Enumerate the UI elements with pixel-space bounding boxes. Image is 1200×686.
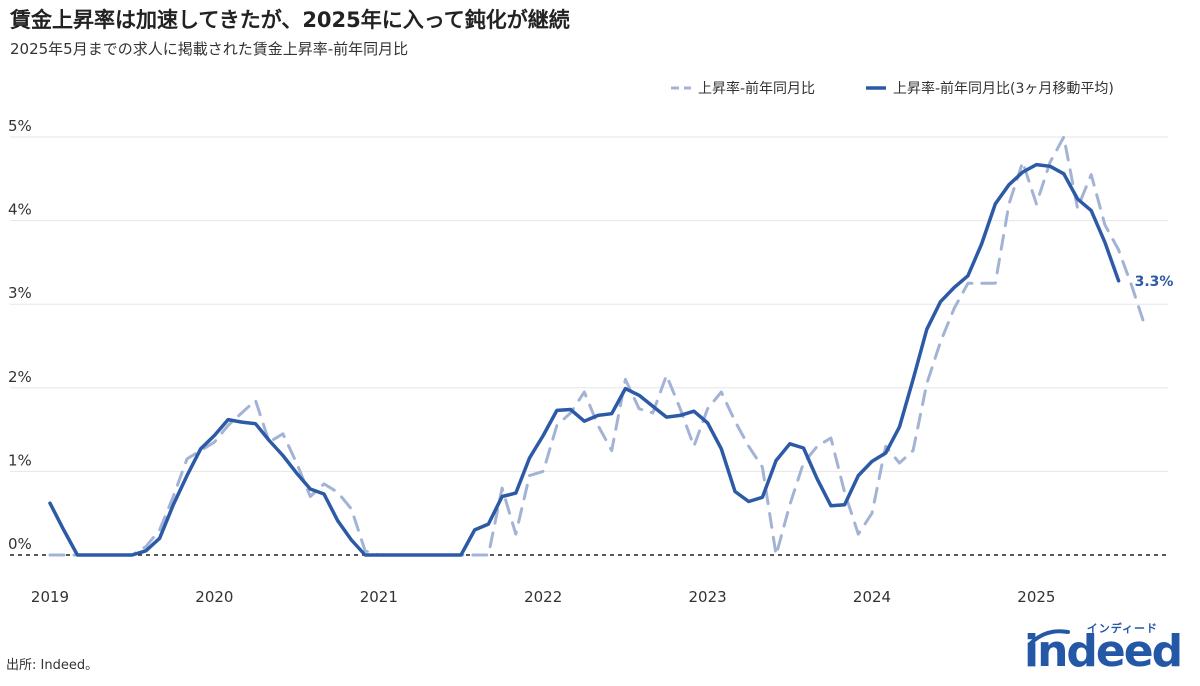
x-tick-label: 2025 (1017, 588, 1055, 606)
source-note: 出所: Indeed。 (6, 658, 99, 673)
x-tick-label: 2022 (524, 588, 562, 606)
y-tick-label: 5% (8, 117, 32, 135)
y-tick-label: 2% (8, 368, 32, 386)
x-tick-label: 2024 (853, 588, 891, 606)
series-line-3m-avg (48, 162, 1121, 557)
series-line-yoy (48, 135, 1148, 557)
series-lines (48, 135, 1148, 557)
y-tick-label: 1% (8, 451, 32, 469)
x-tick-label: 2021 (360, 588, 398, 606)
x-axis-ticks: 2019 2020 2021 2022 2023 2024 2025 (31, 588, 1056, 606)
end-value-label: 3.3% (1135, 274, 1174, 290)
x-tick-label: 2023 (689, 588, 727, 606)
x-tick-label: 2020 (195, 588, 233, 606)
logo-wordmark: indeed (1024, 626, 1183, 677)
y-tick-label: 3% (8, 284, 32, 302)
y-axis-ticks: 0% 1% 2% 3% 4% 5% (8, 117, 32, 553)
chart-subtitle: 2025年5月までの求人に掲載された賃金上昇率-前年同月比 (10, 40, 409, 58)
x-tick-label: 2019 (31, 588, 69, 606)
chart-title: 賃金上昇率は加速してきたが、2025年に入って鈍化が継続 (10, 8, 570, 32)
legend: 上昇率-前年同月比 上昇率-前年同月比(3ヶ月移動平均) (671, 80, 1114, 97)
y-tick-label: 0% (8, 535, 32, 553)
gridlines (10, 136, 1168, 556)
logo-kana: インディード (1086, 622, 1158, 635)
logo-arc-icon (1028, 629, 1070, 646)
indeed-logo: インディード indeed (1010, 620, 1183, 680)
legend-label-dashed: 上昇率-前年同月比 (698, 80, 815, 97)
legend-label-solid: 上昇率-前年同月比(3ヶ月移動平均) (893, 80, 1114, 97)
y-tick-label: 4% (8, 201, 32, 219)
